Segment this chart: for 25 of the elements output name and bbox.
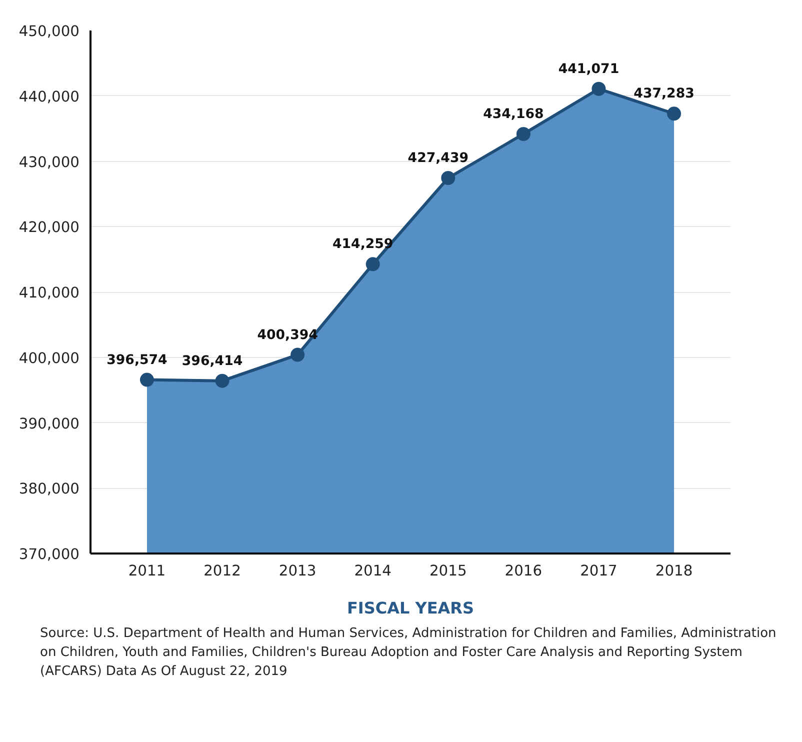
source-note: Source: U.S. Department of Health and Human Services, Administration for Children and Families, Administration on Children, Youth and Families, Children's Bureau Adoption and Foster Care Analysis and Reporting System (AFCARS) Data As Of August 22, 2019	[40, 625, 778, 681]
text: 396,414	[182, 354, 243, 369]
y-tick-label: 450,000	[18, 23, 80, 40]
y-tick-label: 400,000	[18, 350, 80, 367]
x-tick-label: 2011	[128, 562, 166, 580]
y-tick-label: 420,000	[18, 219, 80, 236]
text: 427,439	[408, 150, 469, 166]
x-tick-label: 2015	[430, 562, 467, 580]
x-axis-title: FISCAL YEARS	[346, 598, 474, 618]
y-tick-label: 390,000	[18, 415, 80, 432]
y-tick-label: 430,000	[18, 154, 80, 171]
x-tick-label: 2013	[278, 562, 316, 580]
text: 441,071	[558, 62, 620, 77]
y-tick-label: 380,000	[18, 480, 80, 498]
y-tick-label: 440,000	[18, 88, 80, 106]
text: 396,574	[106, 352, 168, 368]
y-tick-label: 410,000	[18, 284, 80, 302]
y-tick-label: 370,000	[18, 546, 80, 563]
x-tick-label: 2018	[655, 562, 693, 580]
x-tick-label: 2017	[580, 562, 618, 580]
x-tick-label: 2014	[354, 562, 392, 580]
text: 437,283	[634, 86, 694, 102]
x-tick-label: 2016	[504, 562, 542, 580]
text: 434,168	[483, 107, 544, 122]
x-tick-label: 2012	[204, 562, 241, 580]
